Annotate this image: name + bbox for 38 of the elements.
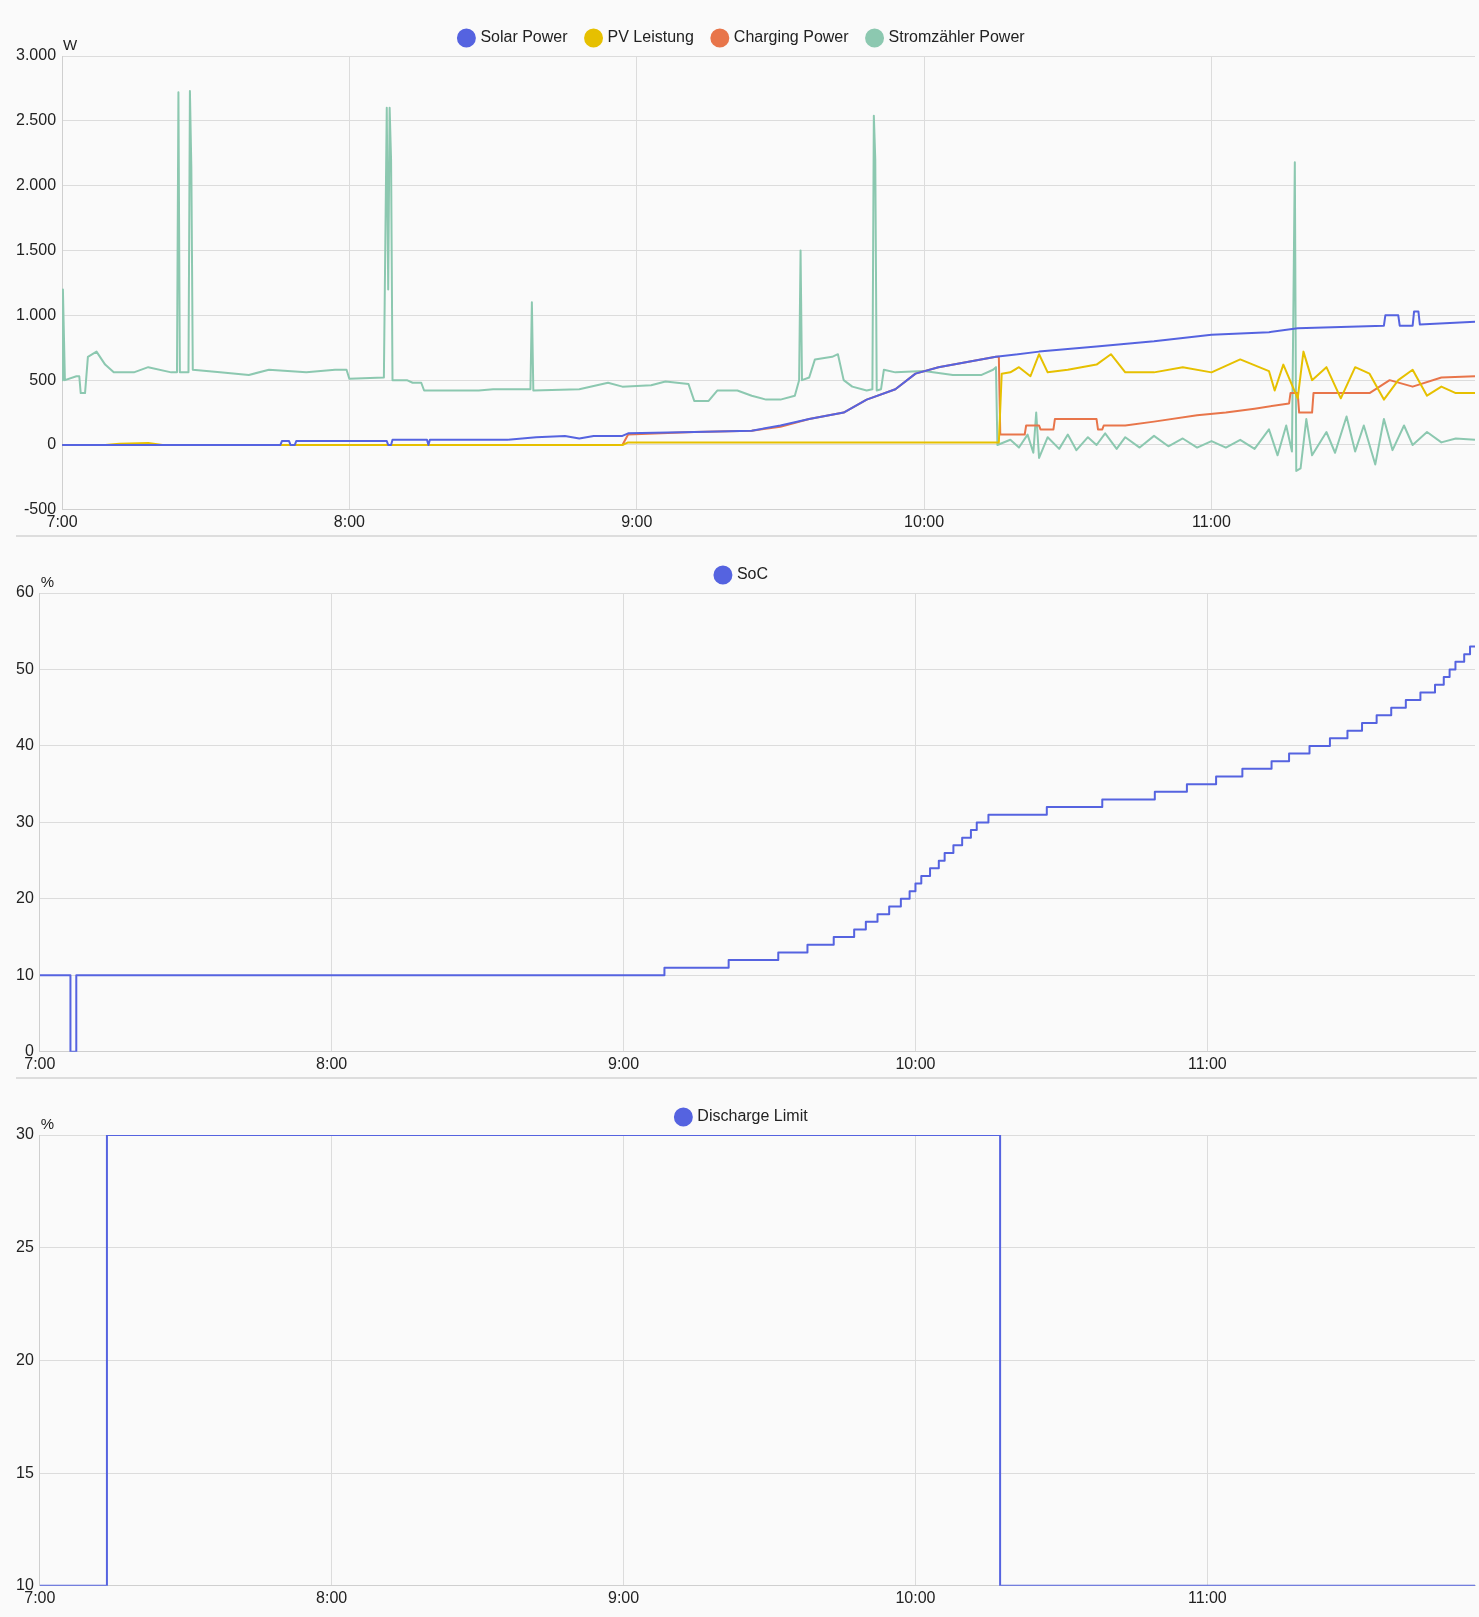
x-tick-label: 9:00 (608, 1588, 640, 1606)
y-tick-label: 15 (16, 1463, 34, 1481)
y-tick-label: 3.000 (15, 46, 57, 64)
x-tick-label: 11:00 (1192, 512, 1232, 530)
x-tick-label: 11:00 (1187, 1588, 1227, 1606)
y-axis-title: % (40, 1114, 55, 1132)
x-tick-label: 8:00 (316, 1054, 348, 1072)
x-tick-label: 8:00 (333, 512, 366, 530)
y-axis-title: W (63, 35, 79, 53)
x-tick-label: 9:00 (621, 512, 653, 530)
legend-label: SoC (736, 565, 769, 583)
x-tick-label: 10:00 (895, 1054, 936, 1072)
y-tick-label: 50 (16, 659, 34, 677)
x-tick-label: 10:00 (895, 1588, 936, 1606)
legend-label: Charging Power (733, 28, 850, 46)
x-tick-label: 8:00 (316, 1588, 348, 1606)
y-tick-label: 30 (16, 1125, 34, 1143)
y-tick-label: 10 (16, 965, 34, 983)
x-tick-label: 10:00 (904, 512, 945, 530)
legend-label: PV Leistung (607, 28, 694, 46)
y-tick-label: 40 (16, 736, 34, 754)
y-tick-label: 60 (16, 583, 34, 601)
y-tick-label: 20 (16, 889, 34, 907)
y-tick-label: 1.500 (15, 240, 57, 258)
y-tick-label: 0 (47, 435, 57, 453)
y-axis-title: % (40, 572, 55, 590)
y-tick-label: 2.500 (15, 111, 57, 129)
legend-label: Discharge Limit (697, 1107, 809, 1125)
legend-label: Solar Power (480, 28, 569, 46)
legend-label: Stromzähler Power (888, 28, 1026, 46)
y-tick-label: 2.000 (15, 176, 57, 194)
x-tick-label: 11:00 (1187, 1054, 1227, 1072)
y-tick-label: 500 (29, 370, 57, 388)
x-tick-label: 9:00 (608, 1054, 640, 1072)
y-tick-label: 20 (16, 1350, 34, 1368)
y-tick-label: 30 (16, 812, 34, 830)
y-tick-label: 25 (16, 1238, 34, 1256)
y-tick-label: 1.000 (15, 305, 57, 323)
